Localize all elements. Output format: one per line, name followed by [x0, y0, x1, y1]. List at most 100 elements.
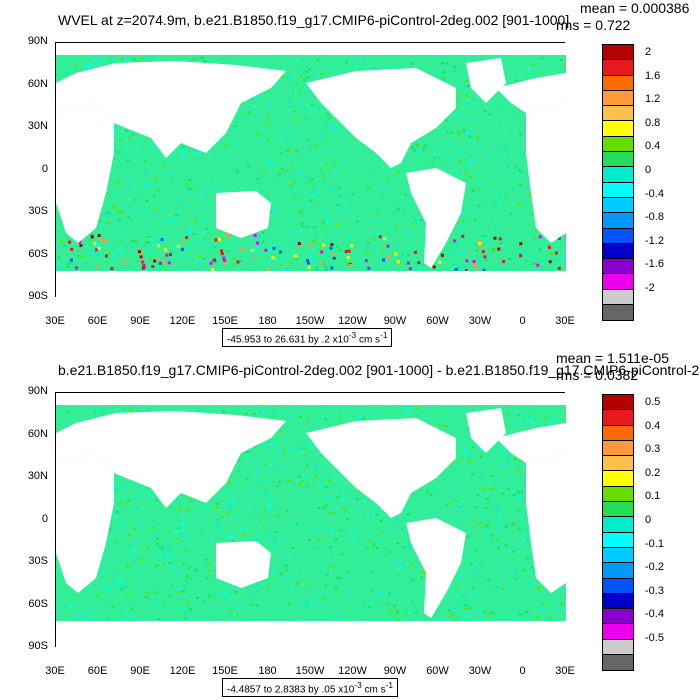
ocean-texture-cell [244, 412, 248, 415]
ocean-texture-cell [316, 468, 320, 471]
ocean-texture-cell [345, 263, 349, 265]
southern-ocean-anomaly [93, 242, 96, 246]
southern-ocean-anomaly [386, 255, 390, 259]
ocean-texture-cell [307, 582, 311, 585]
ocean-texture-cell [468, 607, 472, 610]
ocean-texture-cell [475, 566, 479, 569]
colorbar-label: 0.8 [645, 116, 661, 129]
ocean-texture-cell [174, 565, 178, 568]
ocean-texture-cell [404, 193, 407, 196]
ocean-texture-cell [408, 602, 412, 605]
ocean-texture-cell [245, 450, 249, 453]
ocean-texture-cell [266, 494, 269, 497]
longitude-label: 0 [519, 315, 526, 327]
colorbar-label: -0.2 [645, 561, 664, 574]
southern-ocean-anomaly [157, 244, 160, 248]
ocean-texture-cell [193, 219, 197, 222]
ocean-texture-cell [167, 548, 171, 551]
ocean-texture-cell [77, 254, 81, 257]
ocean-texture-cell [305, 70, 308, 73]
ocean-texture-cell [375, 513, 379, 516]
ocean-texture-cell [345, 61, 348, 64]
southern-ocean-anomaly [294, 254, 298, 258]
ocean-texture-cell [316, 108, 320, 111]
ocean-texture-cell [476, 265, 480, 268]
ocean-texture-cell [403, 229, 407, 232]
ocean-texture-cell [511, 187, 515, 190]
ocean-texture-cell [200, 194, 203, 197]
ocean-texture-cell [309, 150, 313, 153]
ocean-texture-cell [265, 117, 269, 120]
ocean-texture-cell [80, 614, 84, 617]
ocean-texture-cell [154, 144, 158, 147]
land-mask [496, 423, 566, 463]
ocean-texture-cell [120, 59, 124, 62]
ocean-texture-cell [331, 527, 334, 530]
longitude-label: 30E [555, 315, 575, 327]
ocean-texture-cell [118, 221, 122, 224]
ocean-texture-cell [454, 106, 458, 109]
ocean-texture-cell [337, 577, 341, 580]
ocean-texture-cell [197, 410, 201, 412]
ocean-texture-cell [179, 607, 183, 609]
ocean-texture-cell [96, 594, 99, 597]
ocean-texture-cell [126, 159, 130, 162]
ocean-texture-cell [325, 113, 329, 116]
ocean-texture-cell [340, 553, 344, 556]
ocean-texture-cell [339, 420, 343, 423]
ocean-texture-cell [185, 508, 189, 511]
ocean-texture-cell [314, 465, 318, 468]
ocean-texture-cell [354, 64, 358, 67]
ocean-texture-cell [463, 250, 467, 253]
ocean-texture-cell [532, 213, 536, 216]
ocean-texture-cell [274, 245, 278, 248]
ocean-texture-cell [122, 408, 126, 411]
ocean-texture-cell [396, 208, 400, 211]
panel-title: b.e21.B1850.f19_g17.CMIP6-piControl-2deg… [58, 362, 700, 378]
southern-ocean-anomaly [256, 241, 260, 245]
ocean-texture-cell [123, 407, 126, 410]
ocean-texture-cell [99, 220, 103, 223]
ocean-texture-cell [320, 146, 324, 149]
ocean-texture-cell [59, 239, 63, 242]
ocean-texture-cell [93, 58, 97, 61]
ocean-texture-cell [516, 491, 520, 494]
ocean-texture-cell [203, 60, 207, 63]
ocean-texture-cell [208, 166, 212, 169]
ocean-texture-cell [412, 149, 416, 152]
ocean-texture-cell [208, 569, 212, 572]
ocean-texture-cell [478, 262, 482, 265]
ocean-texture-cell [478, 183, 482, 186]
southern-ocean-anomaly [497, 247, 501, 251]
ocean-texture-cell [326, 419, 330, 422]
ocean-texture-cell [524, 528, 528, 531]
ocean-texture-cell [242, 532, 246, 535]
ocean-texture-cell [204, 506, 208, 509]
ocean-texture-cell [131, 142, 135, 145]
ocean-texture-cell [348, 237, 352, 240]
ocean-texture-cell [154, 498, 158, 501]
ocean-texture-cell [328, 572, 332, 575]
ocean-texture-cell [390, 166, 394, 169]
ocean-texture-cell [451, 263, 455, 266]
ocean-texture-cell [106, 212, 109, 215]
ocean-texture-cell [316, 59, 320, 62]
ocean-texture-cell [551, 597, 554, 600]
ocean-texture-cell [410, 601, 414, 604]
ocean-texture-cell [162, 553, 166, 556]
ocean-texture-cell [322, 263, 326, 266]
ocean-texture-cell [280, 137, 284, 139]
ocean-texture-cell [493, 203, 497, 206]
ocean-texture-cell [452, 251, 455, 254]
ocean-texture-cell [97, 61, 101, 64]
ocean-texture-cell [484, 259, 488, 262]
ocean-texture-cell [499, 195, 503, 198]
ocean-texture-cell [532, 237, 536, 240]
ocean-texture-cell [479, 582, 483, 585]
ocean-texture-cell [399, 566, 403, 569]
ocean-texture-cell [455, 461, 459, 464]
ocean-texture-cell [178, 210, 182, 213]
ocean-texture-cell [325, 123, 329, 126]
ocean-texture-cell [393, 604, 396, 607]
ocean-texture-cell [169, 250, 173, 253]
